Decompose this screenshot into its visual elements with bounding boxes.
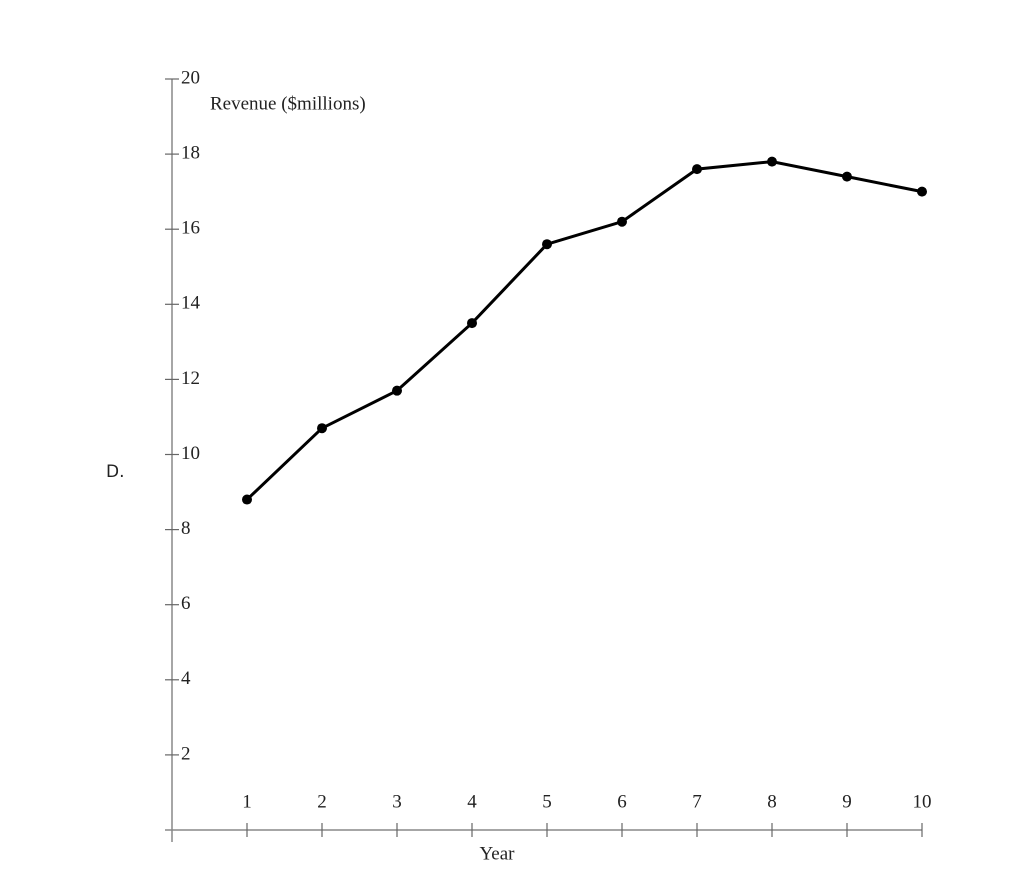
x-tick-label: 1 [242,791,252,812]
y-tick-label: 10 [181,443,200,464]
y-tick-label: 20 [181,67,200,88]
option-label: D. [106,462,125,482]
y-tick-label: 8 [181,518,191,539]
x-tick-label: 3 [392,791,402,812]
x-tick-label: 7 [692,791,702,812]
x-axis-label: Year [479,843,515,864]
point [467,318,477,329]
point [317,423,327,434]
point [842,171,852,182]
point [617,216,627,227]
line [245,160,923,501]
x-tick-label: 8 [767,791,777,812]
y-tick-label: 2 [181,743,191,764]
x-tick-label: 6 [617,791,627,812]
point [242,494,252,505]
y-axis-label: Revenue ($millions) [210,93,366,114]
y-tick-label: 12 [181,368,200,389]
x-tick-label: 4 [467,791,477,812]
x-tick-label: 5 [542,791,552,812]
x-tick-label: 9 [842,791,852,812]
point [767,156,777,167]
x-tick-label: 2 [317,791,327,812]
point [917,186,927,197]
y-tick-label: 18 [181,142,200,163]
point [542,239,552,250]
x-tick-label: 10 [913,791,932,812]
point [692,164,702,175]
point [392,385,402,396]
y-tick-label: 14 [181,293,201,314]
y-tick-label: 4 [181,668,191,689]
y-tick-label: 16 [181,218,200,239]
y-tick-label: 6 [181,593,191,614]
